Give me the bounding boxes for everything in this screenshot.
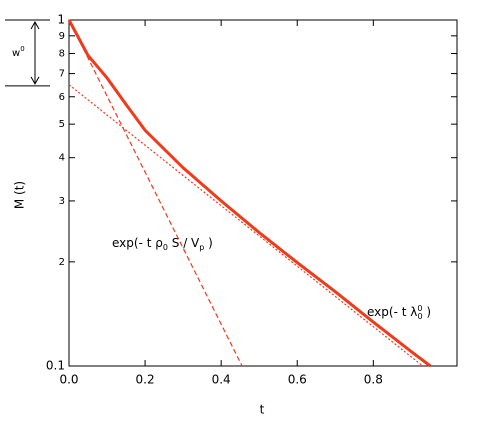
series-line <box>67 19 432 368</box>
annotation: exp(- t ρ0 S / Vp ) <box>112 236 213 252</box>
bracket-label: w0 <box>12 45 25 59</box>
y-tick-label: 9 <box>59 31 65 42</box>
annotation-part: S / V <box>168 236 200 250</box>
x-tick-label: 0.0 <box>59 373 78 387</box>
annotation-part: ) <box>423 305 432 319</box>
bracket-label-part: w <box>12 48 20 59</box>
x-tick-label: 0.2 <box>136 373 155 387</box>
annotation-part: exp(- t ρ <box>112 236 163 250</box>
y-tick-label: 3 <box>59 196 65 207</box>
x-tick-label: 0.6 <box>288 373 307 387</box>
annotation-part: p <box>199 243 204 252</box>
series-line <box>68 84 424 367</box>
y-tick-label: 0.1 <box>46 359 65 373</box>
bracket-label-part: 0 <box>20 45 24 53</box>
y-tick-label: 7 <box>59 69 65 80</box>
arrow-head <box>30 20 40 30</box>
y-tick-label: 4 <box>59 153 65 164</box>
y-tick-label: 6 <box>59 92 65 103</box>
y-axis-label: M (t) <box>13 181 27 209</box>
arrow-head <box>30 76 40 85</box>
x-axis-label: t <box>260 403 265 417</box>
annotation-part: 0 <box>417 304 422 313</box>
annotation-part: ) <box>204 236 213 250</box>
annotation-part: 0 <box>163 243 168 252</box>
annotation-part: 0 <box>417 312 422 321</box>
annotation: exp(- t λ0 0 ) <box>367 304 431 321</box>
y-tick-label: 5 <box>59 119 65 130</box>
x-tick-label: 0.4 <box>212 373 231 387</box>
y-tick-label: 1 <box>57 13 65 27</box>
y-tick-label: 8 <box>59 49 65 60</box>
plot-frame <box>68 19 458 367</box>
x-tick-label: 0.8 <box>364 373 383 387</box>
y-tick-label: 2 <box>59 257 65 268</box>
annotation-part: exp(- t λ <box>367 305 417 319</box>
series-line <box>68 19 243 367</box>
